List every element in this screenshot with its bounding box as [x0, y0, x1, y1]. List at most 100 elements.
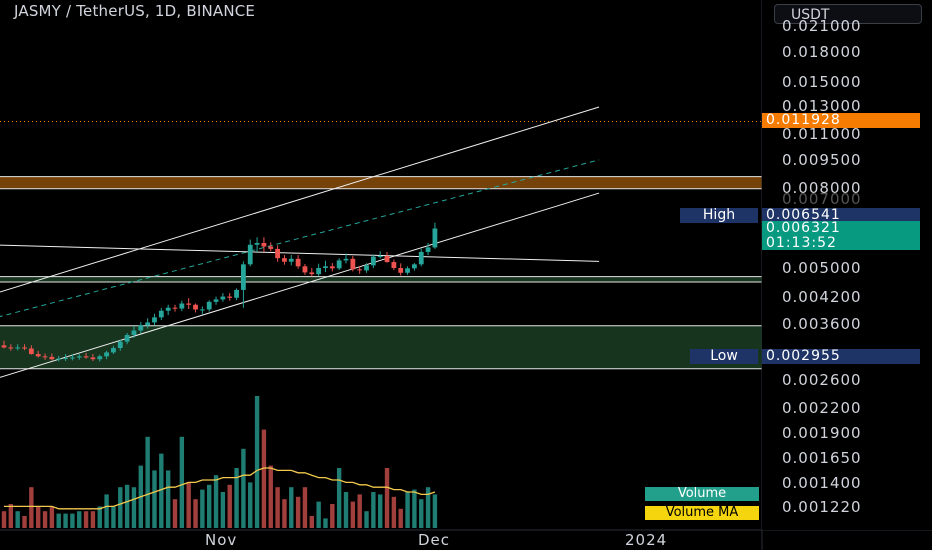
candle-body: [220, 296, 226, 300]
candle-body: [275, 248, 280, 259]
candle-body: [309, 272, 315, 275]
candle-body: [76, 356, 82, 358]
candle-body: [343, 258, 349, 261]
volume-bar: [419, 499, 424, 528]
volume-bar: [425, 487, 431, 528]
last-price-tag: 0.011928: [762, 113, 920, 128]
candle-countdown: 01:13:52: [762, 236, 920, 251]
price-tick: 0.018000: [782, 43, 862, 61]
candle-body: [138, 325, 144, 331]
drawing-lines: [0, 106, 762, 378]
trend-line: [0, 106, 600, 293]
price-tick: 0.011000: [782, 125, 862, 143]
volume-bar: [364, 511, 369, 528]
volume-legend[interactable]: Volume: [645, 487, 759, 501]
candle-body: [398, 268, 404, 273]
candle-body: [405, 268, 410, 273]
volume-bar: [63, 513, 68, 528]
volume-ma-line: [4, 467, 436, 510]
volume-ma-legend[interactable]: Volume MA: [645, 506, 759, 520]
high-value-tag: 0.006541: [762, 208, 920, 223]
candle-body: [316, 268, 322, 275]
volume-bar: [131, 487, 137, 528]
candle-body: [186, 303, 192, 305]
volume-bar: [186, 482, 191, 528]
price-tick: 0.004200: [782, 288, 862, 306]
volume-bar: [213, 475, 219, 528]
candle-body: [302, 266, 308, 273]
candle-body: [370, 256, 376, 266]
candle-body: [329, 266, 335, 269]
candle-body: [268, 246, 274, 249]
candle-body: [336, 260, 342, 269]
candle-body: [199, 309, 205, 311]
price-tick: 0.001900: [782, 424, 862, 442]
currency-selector[interactable]: USDT: [774, 4, 922, 24]
candle-body: [432, 228, 438, 248]
volume-bar: [350, 501, 356, 528]
price-tick: 0.007000: [782, 190, 862, 208]
candle-body: [152, 317, 157, 323]
candle-body: [350, 258, 356, 270]
volume-bar: [1, 511, 7, 528]
volume-bar: [152, 470, 157, 528]
low-value-tag: 0.002955: [762, 349, 920, 364]
candle-body: [28, 348, 34, 355]
zone-fill: [0, 325, 762, 369]
volume-bar: [193, 499, 198, 528]
volume-bar: [316, 501, 321, 528]
volume-bar: [111, 506, 116, 528]
volume-bar: [384, 468, 390, 528]
candle-body: [377, 255, 383, 257]
candle-body: [193, 304, 198, 310]
candle-body: [172, 307, 178, 309]
candle-body: [206, 301, 212, 310]
trend-line: [0, 244, 600, 262]
volume-bar: [330, 504, 335, 528]
candle-body: [124, 334, 130, 342]
volume-bar: [432, 494, 438, 528]
volume-bar: [268, 465, 273, 528]
volume-bar: [200, 489, 205, 528]
price-tick: 0.001650: [782, 449, 862, 467]
volume-bar: [124, 484, 130, 528]
volume-bar: [165, 470, 171, 528]
price-tick: 0.013000: [782, 97, 862, 115]
volume-bar: [118, 487, 123, 528]
time-label: 2024: [625, 531, 668, 549]
candle-body: [22, 347, 27, 349]
volume-bar: [56, 513, 61, 528]
volume-bar: [159, 453, 164, 528]
candle-body: [241, 264, 246, 290]
volume-bar: [207, 484, 212, 528]
volume-bar: [398, 508, 403, 528]
candle-body: [282, 258, 287, 262]
volume-bar: [227, 484, 232, 528]
candle-body: [179, 303, 185, 309]
volume-bar: [172, 499, 178, 528]
candle-body: [70, 357, 75, 359]
candle-body: [42, 356, 48, 358]
candle-body: [131, 330, 137, 335]
time-label: Nov: [205, 531, 238, 549]
volume-bar: [289, 487, 294, 528]
price-tick: 0.003600: [782, 315, 862, 333]
symbol-title[interactable]: JASMY / TetherUS, 1D, BINANCE: [14, 2, 256, 20]
price-tick: 0.009500: [782, 151, 862, 169]
price-axis[interactable]: [762, 0, 932, 530]
volume-bar: [36, 506, 41, 528]
trend-line: [0, 159, 600, 318]
price-tick: 0.001220: [782, 498, 862, 516]
candles: [1, 222, 438, 362]
price-tick: 0.005000: [782, 259, 862, 277]
volume-bar: [97, 506, 102, 528]
candle-body: [227, 296, 233, 298]
volume-bar: [90, 511, 96, 528]
high-label: High: [680, 208, 758, 223]
volume-bar: [336, 468, 342, 528]
candle-body: [295, 258, 301, 267]
volume-bar: [378, 494, 383, 528]
candle-body: [90, 357, 96, 360]
price-tick: 0.015000: [782, 73, 862, 91]
